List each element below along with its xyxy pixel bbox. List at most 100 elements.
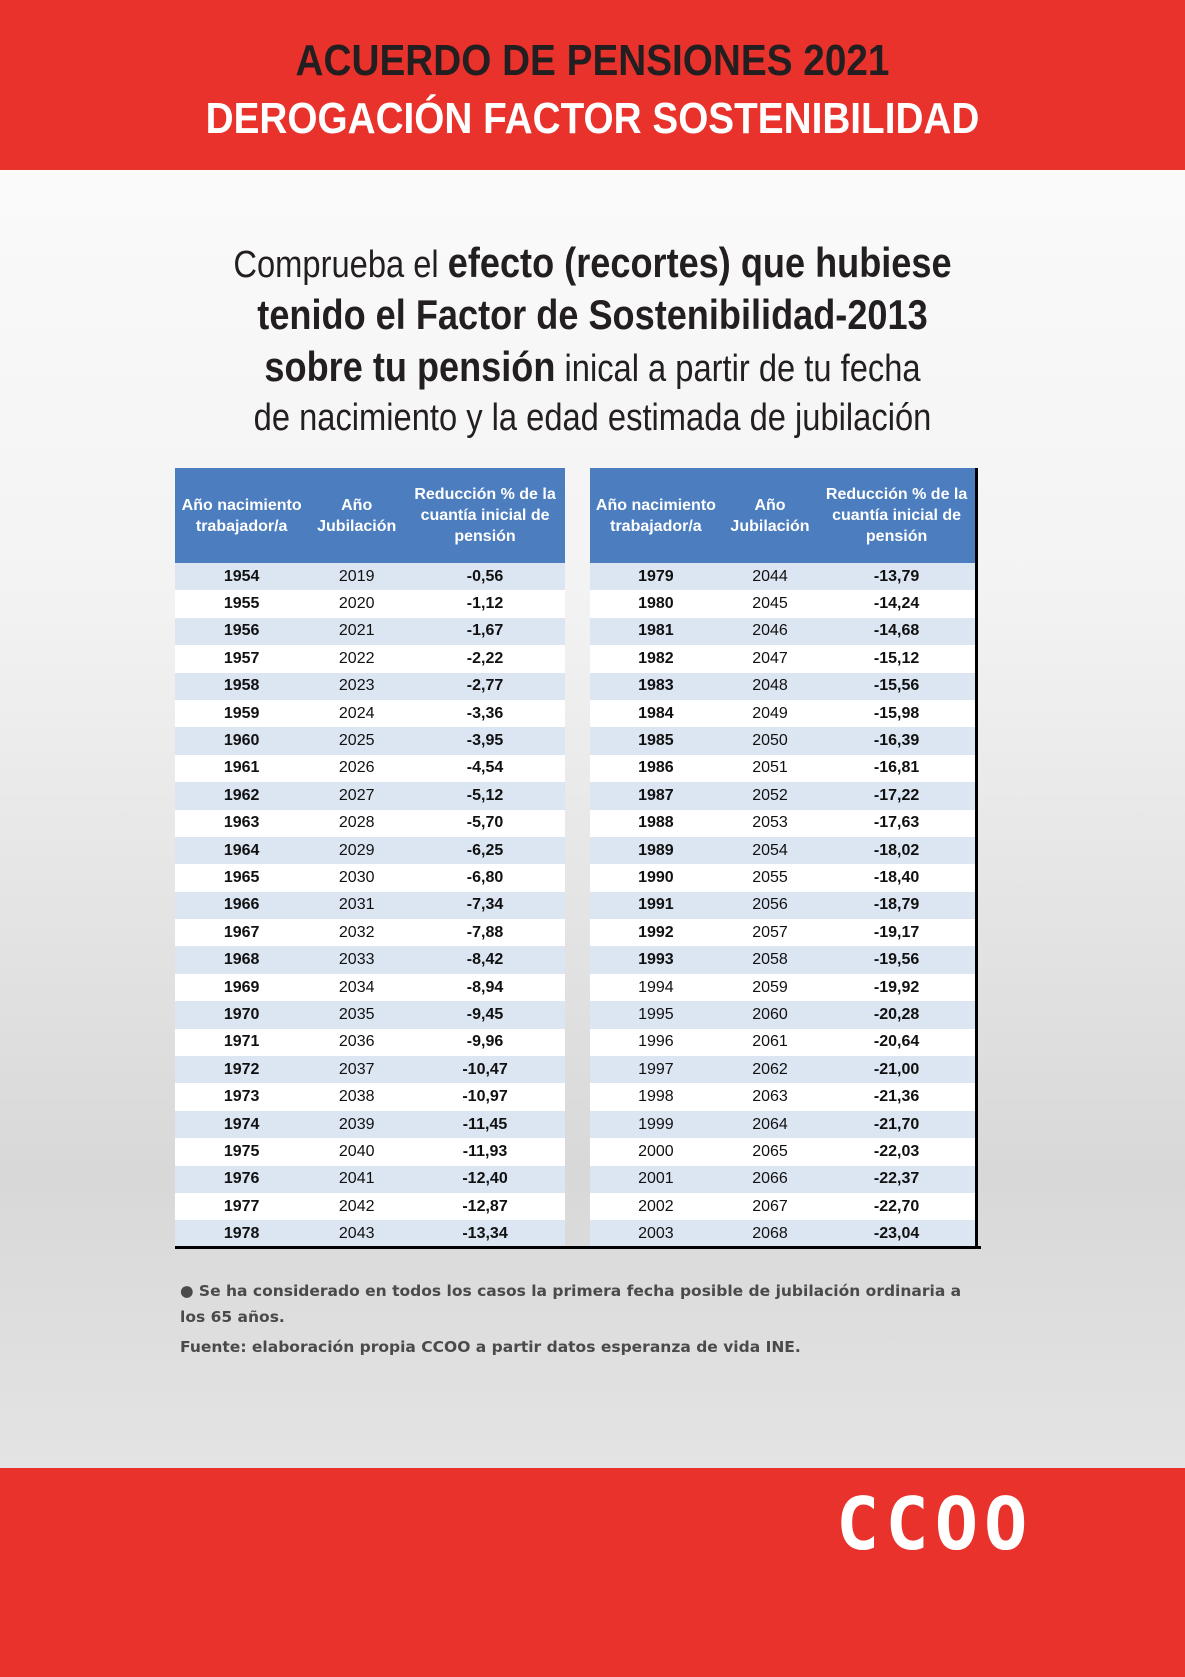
table-cell: 1973 <box>175 1083 309 1111</box>
table-cell: 2041 <box>308 1165 406 1193</box>
table-cell: 2020 <box>308 590 406 618</box>
table-cell: 2038 <box>308 1083 406 1111</box>
table-cell: 2063 <box>721 1083 819 1111</box>
intro-text: tenido el Factor de Sostenibilidad-2013 <box>257 291 928 338</box>
column-header: Reducción % de la cuantía inicial de pen… <box>405 468 565 563</box>
table-cell: 2059 <box>721 973 819 1002</box>
table-row: 1987 2052 -17,22 <box>590 782 977 810</box>
table-cell: 2022 <box>308 645 406 673</box>
table-cell: 1991 <box>590 891 722 920</box>
table-cell: 1975 <box>175 1138 309 1166</box>
table-cell: 1978 <box>175 1220 309 1248</box>
table-cell: -19,92 <box>818 973 977 1002</box>
table-row: 1966 2031 -7,34 <box>175 891 565 920</box>
table-cell: 1966 <box>175 891 309 920</box>
table-cell: -11,45 <box>405 1110 565 1139</box>
table-cell: 1970 <box>175 1001 309 1029</box>
table-cell: 1959 <box>175 699 309 728</box>
table-cell: -6,80 <box>405 864 565 892</box>
table-cell: 1997 <box>590 1056 722 1084</box>
table-cell: -22,37 <box>818 1165 977 1193</box>
table-cell: 1976 <box>175 1165 309 1193</box>
table-cell: -2,77 <box>405 672 565 700</box>
table-cell: 2068 <box>721 1220 819 1248</box>
table-cell: 2021 <box>308 617 406 646</box>
table-cell: 1974 <box>175 1110 309 1139</box>
table-cell: 2053 <box>721 809 819 837</box>
table-cell: 2056 <box>721 891 819 920</box>
table-cell: 2029 <box>308 836 406 865</box>
table-row: 1972 2037 -10,47 <box>175 1056 565 1084</box>
table-row: 2002 2067 -22,70 <box>590 1192 977 1221</box>
table-row: 1981 2046 -14,68 <box>590 617 977 646</box>
table-cell: 2061 <box>721 1028 819 1057</box>
table-cell: 2001 <box>590 1165 722 1193</box>
table-row: 1957 2022 -2,22 <box>175 645 565 673</box>
table-cell: 2060 <box>721 1001 819 1029</box>
table-cell: -16,39 <box>818 727 977 755</box>
intro-text: efecto (recortes) que hubiese <box>447 239 952 286</box>
table-cell: 1989 <box>590 836 722 865</box>
table-row: 1993 2058 -19,56 <box>590 946 977 974</box>
table-row: 1975 2040 -11,93 <box>175 1138 565 1166</box>
intro-text: inical a partir de tu fecha <box>555 348 921 390</box>
table-cell: 2047 <box>721 645 819 673</box>
table-cell: -2,22 <box>405 645 565 673</box>
table-cell: -3,36 <box>405 699 565 728</box>
table-cell: 2045 <box>721 590 819 618</box>
table-row: 1997 2062 -21,00 <box>590 1056 977 1084</box>
intro-text: Comprueba el <box>233 244 448 286</box>
table-row: 2001 2066 -22,37 <box>590 1165 977 1193</box>
table-cell: 1960 <box>175 727 309 755</box>
intro-text: de nacimiento y la edad estimada de jubi… <box>253 397 932 439</box>
table-cell: 1983 <box>590 672 722 700</box>
header-band <box>0 0 1185 170</box>
table-right: Año nacimiento trabajador/a Año Jubilació… <box>590 468 978 1248</box>
table-cell: 1985 <box>590 727 722 755</box>
table-row: 1991 2056 -18,79 <box>590 891 977 920</box>
table-row: 1961 2026 -4,54 <box>175 754 565 783</box>
note: ● Se ha considerado en todos los casos l… <box>180 1282 962 1326</box>
table-cell: -15,56 <box>818 672 977 700</box>
table-cell: -13,79 <box>818 563 977 591</box>
table-cell: 1961 <box>175 754 309 783</box>
table-cell: 2023 <box>308 672 406 700</box>
table-row: 1962 2027 -5,12 <box>175 782 565 810</box>
subtitle: DEROGACIÓN FACTOR SOSTENIBILIDAD <box>205 94 980 143</box>
table-row: 1994 2059 -19,92 <box>590 973 977 1002</box>
table-row: 1979 2044 -13,79 <box>590 563 977 591</box>
table-cell: -22,03 <box>818 1138 977 1166</box>
table-cell: 2057 <box>721 919 819 947</box>
table-row: 1980 2045 -14,24 <box>590 590 977 618</box>
column-header: Reducción % de la cuantía inicial de pen… <box>818 468 977 563</box>
table-row: 1971 2036 -9,96 <box>175 1028 565 1057</box>
note-text: Se ha considerado en todos los casos la … <box>180 1282 962 1326</box>
table-cell: 2044 <box>721 563 819 591</box>
table-cell: 1999 <box>590 1110 722 1139</box>
table-row: 1996 2061 -20,64 <box>590 1028 977 1057</box>
table-cell: -15,12 <box>818 645 977 673</box>
table-cell: -9,96 <box>405 1028 565 1057</box>
table-row: 1989 2054 -18,02 <box>590 836 977 865</box>
table-cell: -7,34 <box>405 891 565 920</box>
table-cell: 2036 <box>308 1028 406 1057</box>
table-row: 1998 2063 -21,36 <box>590 1083 977 1111</box>
table-cell: 1994 <box>590 973 722 1002</box>
table-row: 1955 2020 -1,12 <box>175 590 565 618</box>
column-header: Año nacimiento trabajador/a <box>590 468 722 563</box>
column-header: Año nacimiento trabajador/a <box>175 468 309 563</box>
table-row: 1995 2060 -20,28 <box>590 1001 977 1029</box>
table-cell: 1996 <box>590 1028 722 1057</box>
table-cell: 1954 <box>175 563 309 591</box>
table-cell: -18,79 <box>818 891 977 920</box>
table-cell: 1987 <box>590 782 722 810</box>
table-row: 1990 2055 -18,40 <box>590 864 977 892</box>
table-cell: 1965 <box>175 864 309 892</box>
table-cell: 1962 <box>175 782 309 810</box>
table-cell: 2000 <box>590 1138 722 1166</box>
table-cell: 2027 <box>308 782 406 810</box>
table-cell: -10,47 <box>405 1056 565 1084</box>
table-cell: 2024 <box>308 699 406 728</box>
table-row: 1974 2039 -11,45 <box>175 1110 565 1139</box>
intro-line: Comprueba el efecto (recortes) que hubie… <box>83 238 1102 290</box>
